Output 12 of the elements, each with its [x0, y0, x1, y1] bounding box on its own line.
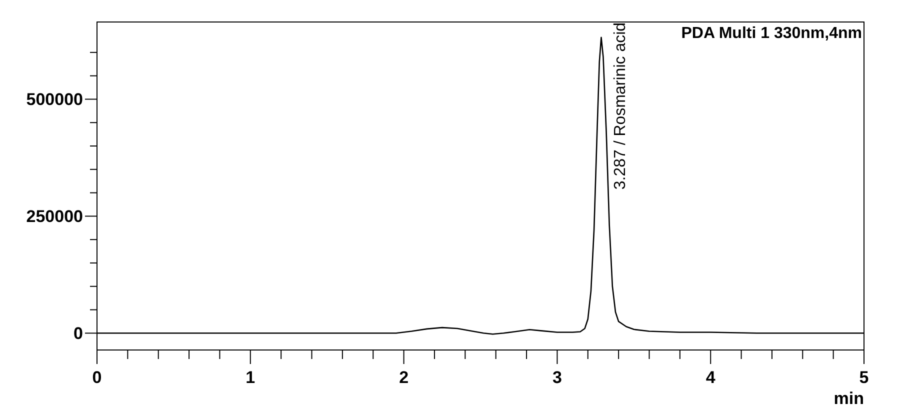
x-tick-label: 3 — [552, 368, 562, 387]
chart-title: PDA Multi 1 330nm,4nm — [681, 25, 862, 42]
x-tick-label: 1 — [246, 368, 256, 387]
y-tick-label: 250000 — [26, 207, 83, 226]
y-tick-label: 0 — [74, 324, 83, 344]
annotation: 3.287 / Rosmarinic acid — [612, 22, 630, 190]
x-tick-label: 0 — [92, 368, 102, 387]
x-tick-label: 5 — [859, 368, 869, 387]
x-tick-label: 4 — [706, 368, 716, 387]
y-tick-label: 500000 — [26, 90, 83, 110]
x-tick-label: 2 — [399, 368, 409, 387]
x-axis-title: min — [834, 389, 864, 408]
